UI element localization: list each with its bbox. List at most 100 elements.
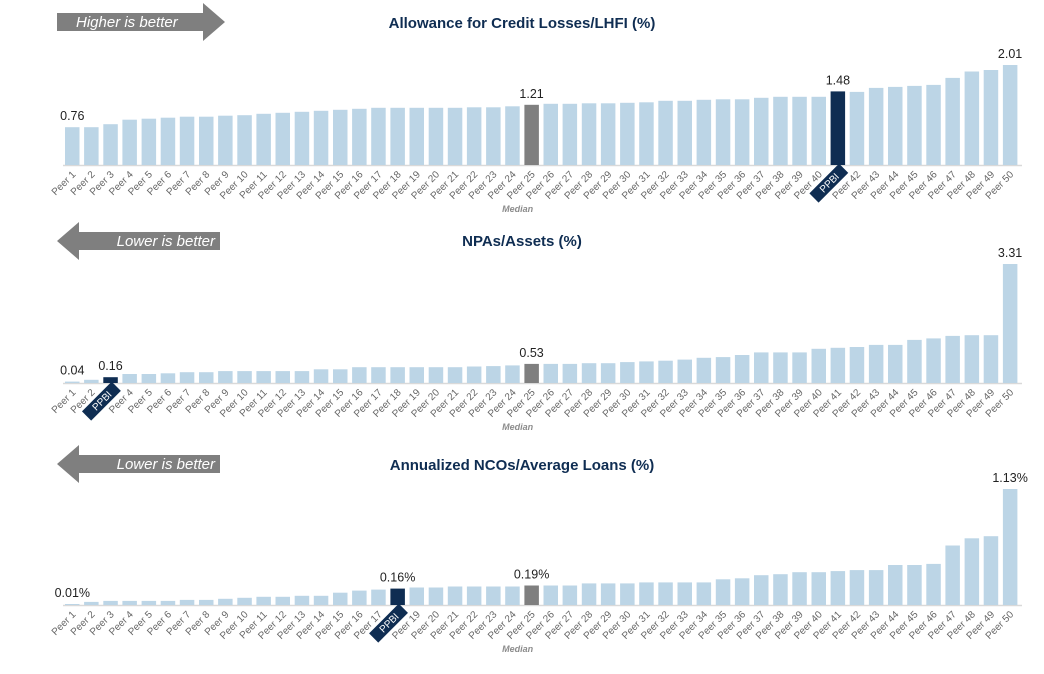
bar-peer [600,103,616,165]
arrow-left-icon [57,445,220,483]
bar-peer [486,107,501,165]
bar-peer [160,600,176,605]
bar-median [524,585,539,605]
data-label: 1.21 [519,87,543,101]
bar-peer [926,338,941,383]
bar-peer [428,587,444,605]
bar-peer [677,582,692,605]
bar-peer [715,357,731,383]
bar-peer [639,361,654,383]
bar-peer [428,107,444,165]
bar-peer [409,367,424,383]
bar-peer [256,371,271,383]
data-label: 0.04 [60,364,84,378]
bar-peer [390,367,405,383]
bar-peer [907,339,922,383]
direction-arrow: Lower is better [57,445,220,483]
bar-peer [754,575,769,605]
bar-peer [313,110,329,165]
data-label: 0.16% [380,571,415,585]
bar-peer [581,363,597,383]
bar-peer [294,595,310,605]
bar-peer [447,367,463,383]
median-label: Median [502,644,534,654]
bar-peer [199,372,214,383]
data-label: 0.53 [519,346,543,360]
bar-median [524,104,539,165]
median-label: Median [502,204,534,214]
bar-peer [428,367,444,383]
bar-peer [466,586,482,605]
bar-peer [65,381,80,383]
bar-peer [256,113,271,165]
bar-peer [84,601,99,605]
bar-peer [849,347,865,383]
bar-peer [600,583,616,605]
bar-peer [907,565,922,605]
bar-peer [275,371,290,383]
bar-peer [811,572,826,605]
bar-peer [830,347,846,383]
bar-peer [754,352,769,383]
bar-peer [620,102,635,165]
bar-peer [141,600,157,605]
bar-peer [65,127,80,165]
direction-arrow: Higher is better [57,3,225,41]
bar-peer [639,102,654,165]
data-label: 3.31 [998,246,1022,260]
chart-title: Allowance for Credit Losses/LHFI (%) [389,15,656,32]
bar-peer [983,335,999,383]
bar-peer [218,371,233,383]
bar-peer [677,100,692,165]
bar-peer [447,107,463,165]
bar-peer [122,374,137,383]
bar-peer [294,371,310,383]
bar-peer [505,586,520,605]
bar-peer [945,335,960,383]
bar-peer [715,99,731,165]
bar-company [830,91,846,165]
bar-peer [352,590,367,605]
bar-company [390,588,405,605]
bar-peer [983,70,999,165]
bar-peer [371,589,386,605]
bar-peer [313,595,329,605]
data-label: 1.48 [826,73,850,87]
bar-peer [792,96,807,165]
data-label: 0.16 [98,359,122,373]
data-label: 1.13% [992,471,1027,485]
bar-peer [945,545,960,605]
bar-peer [333,109,348,165]
bar-peer [122,119,137,165]
company-label-badge [809,163,849,203]
bar-median [524,363,539,383]
bar-peer [562,585,578,605]
bar-peer [1002,489,1018,605]
bar-peer [773,96,788,165]
bar-peer [1002,65,1018,165]
data-label: 0.19% [514,568,549,582]
bar-peer [237,371,252,383]
bar-peer [888,86,903,165]
bar-peer [218,115,233,165]
chart-title: NPAs/Assets (%) [462,233,582,250]
bar-peer [505,365,520,383]
bar-peer [620,583,635,605]
bar-peer [658,100,673,165]
bar-peer [696,357,712,383]
bar-peer [581,103,597,165]
bar-peer [313,369,329,383]
bar-peer [160,117,176,165]
bar-peer [409,107,424,165]
bar-company [103,377,118,383]
bar-peer [677,359,692,383]
bar-peer [792,572,807,605]
bar-peer [543,103,558,165]
bar-peer [390,107,405,165]
bar-peer [256,596,271,605]
bar-peer [888,565,903,605]
bar-peer [84,379,99,383]
company-label-badge [369,603,408,643]
bar-peer [792,352,807,383]
bar-peer [122,600,137,605]
